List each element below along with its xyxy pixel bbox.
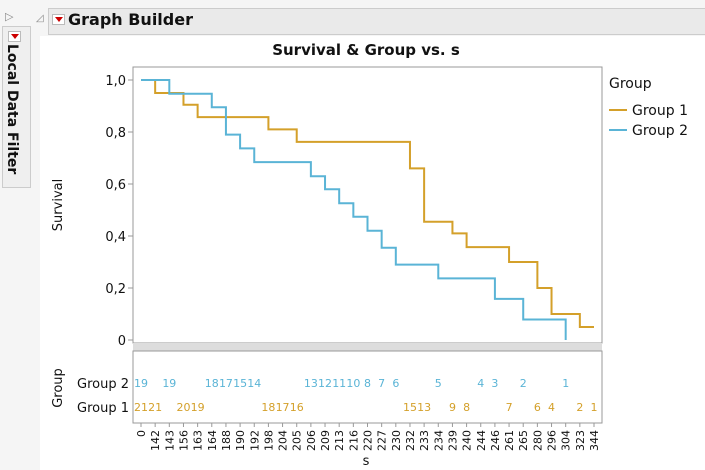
y-tick-label: 0	[118, 334, 126, 349]
x-tick-label: 198	[262, 430, 275, 451]
x-tick-label: 234	[432, 430, 445, 451]
at-risk-count: 20	[176, 401, 190, 414]
at-risk-count: 7	[378, 377, 385, 390]
x-tick-label: 156	[177, 430, 190, 451]
x-tick-label: 232	[404, 430, 417, 451]
legend-entry-group-2[interactable]: Group 2	[632, 123, 688, 139]
legend-entry-group-1[interactable]: Group 1	[632, 103, 688, 119]
legend-title: Group	[609, 76, 652, 92]
x-axis-label: s	[363, 454, 370, 469]
outline-expand-icon[interactable]: ▷	[5, 10, 14, 23]
at-risk-count: 17	[276, 401, 290, 414]
at-risk-count: 3	[491, 377, 498, 390]
x-tick-label: 304	[560, 430, 573, 451]
filter-menu-red-triangle-icon[interactable]	[8, 31, 21, 42]
y-tick-label: 1,0	[105, 74, 126, 89]
x-tick-label: 296	[546, 430, 559, 451]
chart-title: Survival & Group vs. s	[272, 41, 460, 59]
x-tick-label: 227	[376, 430, 389, 451]
x-tick-label: 205	[291, 430, 304, 451]
at-risk-count: 19	[191, 401, 205, 414]
at-risk-count: 13	[417, 401, 431, 414]
plot-area	[132, 66, 603, 344]
x-tick-label: 265	[517, 430, 530, 451]
y-axis-label: Survival	[51, 179, 66, 231]
x-tick-label: 164	[206, 430, 219, 451]
at-risk-count: 10	[346, 377, 360, 390]
x-tick-label: 239	[446, 430, 459, 451]
survival-curve-group-1[interactable]	[141, 79, 594, 328]
x-tick-label: 188	[220, 430, 233, 451]
at-risk-row-label: Group 1	[77, 401, 129, 416]
at-risk-count: 7	[506, 401, 513, 414]
at-risk-count: 19	[162, 377, 176, 390]
x-tick-label: 204	[277, 430, 290, 451]
at-risk-count: 5	[435, 377, 442, 390]
x-tick-label: 209	[319, 430, 332, 451]
at-risk-count: 2	[576, 401, 583, 414]
x-tick-label: 233	[418, 430, 431, 451]
y-tick-label: 0,6	[105, 178, 126, 193]
y-tick-label: 0,4	[105, 230, 126, 245]
x-tick-label: 142	[149, 430, 162, 451]
local-data-filter-label[interactable]: Local Data Filter	[4, 44, 20, 175]
at-risk-count: 18	[261, 401, 275, 414]
at-risk-count: 13	[304, 377, 318, 390]
at-risk-row-label: Group 2	[77, 377, 129, 392]
at-risk-count: 15	[403, 401, 417, 414]
x-tick-label: 216	[347, 430, 360, 451]
graph-builder-menu-red-triangle-icon[interactable]	[52, 14, 65, 25]
x-tick-label: 280	[531, 430, 544, 451]
x-tick-label: 206	[305, 430, 318, 451]
at-risk-count: 8	[463, 401, 470, 414]
x-tick-label: 190	[234, 430, 247, 451]
at-risk-axis-label: Group	[51, 368, 66, 408]
at-risk-count: 21	[148, 401, 162, 414]
at-risk-count: 1	[562, 377, 569, 390]
x-tick-label: 230	[390, 430, 403, 451]
x-tick-label: 143	[163, 430, 176, 451]
x-tick-label: 213	[333, 430, 346, 451]
at-risk-count: 18	[205, 377, 219, 390]
at-risk-count: 15	[233, 377, 247, 390]
x-tick-label: 323	[574, 430, 587, 451]
x-tick-label: 261	[503, 430, 516, 451]
at-risk-count: 9	[449, 401, 456, 414]
at-risk-count: 4	[477, 377, 484, 390]
y-tick-label: 0,8	[105, 126, 126, 141]
at-risk-count: 14	[247, 377, 261, 390]
x-tick-label: 244	[475, 430, 488, 451]
x-tick-label: 344	[588, 430, 601, 451]
at-risk-count: 6	[534, 401, 541, 414]
at-risk-count: 8	[364, 377, 371, 390]
at-risk-count: 21	[134, 401, 148, 414]
at-risk-count: 19	[134, 377, 148, 390]
local-data-filter-panel[interactable]	[2, 26, 31, 188]
collapse-triangle-icon[interactable]: ◿	[36, 13, 44, 24]
x-tick-label: 246	[489, 430, 502, 451]
at-risk-count: 2	[520, 377, 527, 390]
x-tick-label: 0	[135, 430, 148, 437]
x-tick-label: 240	[461, 430, 474, 451]
at-risk-count: 16	[290, 401, 304, 414]
at-risk-count: 6	[392, 377, 399, 390]
at-risk-count: 1	[591, 401, 598, 414]
graph-builder-header	[48, 8, 705, 35]
x-tick-label: 192	[248, 430, 261, 451]
survival-curve-group-2[interactable]	[141, 79, 567, 340]
x-tick-label: 220	[362, 430, 375, 451]
x-tick-label: 163	[192, 430, 205, 451]
y-tick-label: 0,2	[105, 282, 126, 297]
graph-builder-title: Graph Builder	[68, 10, 193, 29]
at-risk-count: 4	[548, 401, 555, 414]
at-risk-count: 11	[332, 377, 346, 390]
at-risk-count: 17	[219, 377, 233, 390]
at-risk-count: 12	[318, 377, 332, 390]
panel-divider	[133, 343, 602, 351]
